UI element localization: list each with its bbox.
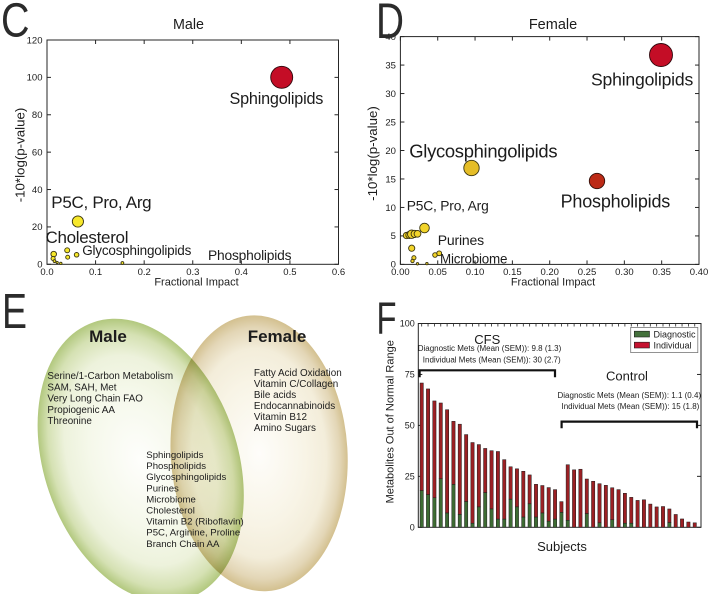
svg-text:40: 40: [32, 185, 43, 196]
svg-text:Sphingolipids: Sphingolipids: [146, 450, 203, 461]
svg-text:Cholesterol: Cholesterol: [146, 506, 195, 517]
svg-text:P5C, Pro, Arg: P5C, Pro, Arg: [51, 193, 151, 212]
svg-text:Phospholipids: Phospholipids: [146, 461, 206, 472]
svg-text:0.4: 0.4: [235, 267, 248, 278]
svg-text:40: 40: [385, 32, 396, 43]
svg-text:100: 100: [27, 73, 43, 84]
svg-text:Individual: Individual: [654, 340, 692, 350]
svg-text:Very Long Chain FAO: Very Long Chain FAO: [47, 394, 143, 405]
svg-text:60: 60: [32, 148, 43, 159]
svg-text:0.0: 0.0: [40, 267, 53, 278]
svg-text:0: 0: [410, 522, 415, 532]
svg-text:P5C, Arginine, Proline: P5C, Arginine, Proline: [146, 528, 240, 539]
svg-text:0.35: 0.35: [652, 267, 671, 278]
svg-text:0.30: 0.30: [615, 267, 634, 278]
svg-text:Endocannabinoids: Endocannabinoids: [254, 401, 335, 412]
svg-text:20: 20: [32, 222, 43, 233]
svg-text:15: 15: [385, 174, 396, 185]
svg-text:0.20: 0.20: [540, 267, 559, 278]
svg-text:Subjects: Subjects: [537, 539, 587, 554]
svg-text:0.1: 0.1: [89, 267, 102, 278]
svg-text:25: 25: [385, 117, 396, 128]
svg-text:Female: Female: [248, 327, 307, 346]
svg-text:Sphingolipids: Sphingolipids: [230, 90, 324, 108]
svg-text:Female: Female: [529, 17, 577, 33]
svg-text:Phospholipids: Phospholipids: [561, 191, 671, 211]
svg-text:Diagnostic Mets (Mean (SEM)):: Diagnostic Mets (Mean (SEM)): 9.8 (1.3): [418, 344, 562, 353]
svg-text:-10*log(p-value): -10*log(p-value): [12, 108, 27, 203]
svg-text:Fatty Acid Oxidation: Fatty Acid Oxidation: [254, 368, 342, 379]
svg-text:Vitamin B2 (Riboflavin): Vitamin B2 (Riboflavin): [146, 517, 243, 528]
svg-text:Metabolites Out of Normal Rang: Metabolites Out of Normal Range: [385, 340, 397, 503]
svg-text:0.2: 0.2: [138, 267, 151, 278]
svg-text:5: 5: [391, 231, 396, 242]
svg-text:Control: Control: [606, 369, 648, 384]
svg-text:SAM, SAH, Met: SAM, SAH, Met: [47, 382, 116, 393]
svg-text:0.6: 0.6: [332, 267, 345, 278]
svg-text:10: 10: [385, 203, 396, 214]
svg-text:100: 100: [400, 319, 415, 329]
svg-text:P5C, Pro, Arg: P5C, Pro, Arg: [407, 199, 489, 214]
svg-text:30: 30: [385, 89, 396, 100]
svg-text:80: 80: [32, 110, 43, 121]
svg-text:Fractional Impact: Fractional Impact: [154, 277, 238, 289]
svg-text:Individual Mets (Mean (SEM)):: Individual Mets (Mean (SEM)): 30 (2.7): [423, 355, 561, 364]
svg-text:Cholesterol: Cholesterol: [46, 228, 129, 247]
svg-text:0: 0: [37, 260, 42, 271]
svg-text:Amino Sugars: Amino Sugars: [254, 423, 316, 434]
svg-text:-10*log(p-value): -10*log(p-value): [365, 106, 380, 201]
svg-text:0.00: 0.00: [391, 267, 410, 278]
svg-text:0.10: 0.10: [466, 267, 485, 278]
svg-text:Glycosphingolipids: Glycosphingolipids: [82, 243, 191, 258]
svg-text:C: C: [1, 0, 30, 48]
svg-text:Fractional Impact: Fractional Impact: [511, 277, 595, 289]
svg-text:Vitamin B12: Vitamin B12: [254, 412, 307, 423]
svg-text:Glycosphingolipids: Glycosphingolipids: [146, 472, 226, 483]
svg-text:0.15: 0.15: [503, 267, 522, 278]
svg-text:25: 25: [405, 471, 415, 481]
svg-text:75: 75: [405, 369, 415, 379]
svg-text:Threonine: Threonine: [47, 416, 92, 427]
svg-text:35: 35: [385, 60, 396, 71]
svg-text:0.3: 0.3: [186, 267, 199, 278]
svg-text:E: E: [2, 285, 27, 339]
svg-text:Branch Chain AA: Branch Chain AA: [146, 539, 220, 550]
svg-text:0.05: 0.05: [428, 267, 447, 278]
svg-text:Microbiome: Microbiome: [146, 494, 196, 505]
svg-text:D: D: [376, 0, 404, 49]
svg-text:Individual Mets (Mean (SEM)):: Individual Mets (Mean (SEM)): 15 (1.8): [561, 402, 699, 411]
svg-text:Male: Male: [89, 327, 127, 346]
svg-text:Propiogenic AA: Propiogenic AA: [47, 405, 115, 416]
svg-text:Diagnostic: Diagnostic: [654, 329, 697, 339]
svg-text:120: 120: [27, 35, 43, 46]
svg-text:F: F: [377, 293, 397, 344]
svg-text:Vitamin C/Collagen: Vitamin C/Collagen: [254, 379, 338, 390]
svg-text:Sphingolipids: Sphingolipids: [591, 69, 693, 89]
svg-text:Diagnostic Mets (Mean (SEM)):: Diagnostic Mets (Mean (SEM)): 1.1 (0.4): [557, 391, 701, 400]
svg-text:Phospholipids: Phospholipids: [208, 248, 292, 263]
svg-text:Male: Male: [173, 17, 204, 33]
svg-text:Bile acids: Bile acids: [254, 390, 296, 401]
svg-text:Glycosphingolipids: Glycosphingolipids: [409, 141, 557, 162]
svg-text:CFS: CFS: [474, 332, 500, 347]
svg-text:50: 50: [405, 420, 415, 430]
svg-text:0.25: 0.25: [578, 267, 597, 278]
svg-text:20: 20: [385, 146, 396, 157]
svg-text:0: 0: [391, 260, 396, 271]
svg-text:0.40: 0.40: [690, 267, 709, 278]
svg-text:0.5: 0.5: [283, 267, 296, 278]
svg-text:Serine/1-Carbon Metabolism: Serine/1-Carbon Metabolism: [47, 371, 173, 382]
svg-text:Purines: Purines: [438, 232, 484, 248]
svg-text:Purines: Purines: [146, 483, 179, 494]
svg-text:Microbiome: Microbiome: [440, 252, 507, 267]
